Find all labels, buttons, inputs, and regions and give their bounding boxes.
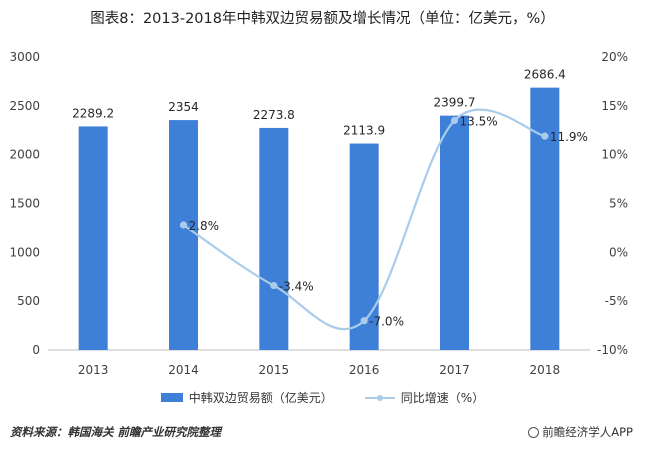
growth-value-label: 13.5% [460, 114, 498, 128]
bar-value-label: 2354 [168, 100, 199, 114]
x-tick-label: 2015 [259, 363, 290, 377]
bar-value-label: 2113.9 [343, 124, 385, 138]
growth-point [179, 221, 188, 229]
bar-value-label: 2399.7 [434, 96, 476, 110]
growth-point [360, 317, 368, 325]
growth-point [270, 281, 278, 290]
growth-line [182, 108, 546, 331]
legend-label-trade: 中韩双边贸易额（亿美元） [188, 391, 333, 405]
growth-value-label: -3.4% [279, 280, 314, 294]
bar-value-label: 2686.4 [524, 68, 566, 82]
growth-value-label: 11.9% [550, 130, 588, 144]
source-note: 资料来源：韩国海关 前瞻产业研究院整理 [10, 425, 222, 439]
y-left-tick-label: 0 [32, 343, 40, 357]
bar [349, 143, 379, 350]
y-right-tick-label: 15% [601, 99, 628, 113]
legend-label-growth: 同比增速（%） [400, 391, 485, 405]
y-right-tick-label: -10% [597, 343, 628, 357]
growth-point [450, 116, 459, 125]
bar [259, 127, 289, 350]
growth-value-label: -7.0% [369, 315, 404, 329]
y-right-tick-label: -5% [605, 294, 628, 308]
y-right-tick-label: 20% [601, 50, 628, 64]
brand-logo-icon [528, 427, 540, 438]
x-tick-label: 2016 [349, 363, 380, 377]
bar [440, 115, 469, 350]
data-labels: 2289.2 2354 2273.8 2113.9 2399.7 2686.4 2.8% -3… [72, 68, 588, 329]
brand-mark: 前瞻经济学人APP [528, 424, 633, 440]
x-tick-label: 2014 [168, 363, 199, 377]
bar-series [78, 87, 560, 350]
legend-bar-swatch [160, 393, 183, 402]
bar-value-label: 2273.8 [253, 108, 295, 122]
axes: 0 500 1000 1500 2000 2500 3000 -10% -5% 0% 5% 10% 15… [9, 50, 628, 377]
x-tick-label: 2017 [439, 363, 470, 377]
y-right-tick-label: 0% [609, 245, 628, 259]
y-left-tick-label: 1000 [9, 245, 40, 259]
legend-line-swatch [364, 393, 395, 403]
bar [169, 120, 198, 350]
legend-item-growth: 同比增速（%） [364, 389, 485, 406]
y-left-tick-label: 3000 [9, 50, 40, 64]
footer: 资料来源：韩国海关 前瞻产业研究院整理 前瞻经济学人APP [0, 420, 645, 442]
legend: 中韩双边贸易额（亿美元） 同比增速（%） [0, 389, 645, 406]
y-left-tick-label: 500 [17, 294, 40, 308]
x-tick-label: 2013 [78, 363, 109, 377]
brand-name: 前瞻经济学人APP [542, 425, 633, 439]
bar [530, 87, 560, 350]
chart-title: 图表8：2013-2018年中韩双边贸易额及增长情况（单位：亿美元，%） [90, 11, 555, 27]
y-right-tick-label: 10% [601, 148, 628, 162]
y-left-tick-label: 2000 [9, 148, 40, 162]
x-tick-label: 2018 [530, 363, 561, 377]
y-left-tick-label: 2500 [9, 99, 40, 113]
growth-value-label: 2.8% [189, 219, 220, 233]
growth-point [541, 132, 549, 140]
bar-value-label: 2289.2 [72, 106, 114, 120]
line-series [179, 108, 549, 331]
bar [78, 126, 108, 350]
legend-item-trade: 中韩双边贸易额（亿美元） [160, 389, 333, 406]
y-left-tick-label: 1500 [9, 197, 40, 211]
y-right-tick-label: 5% [609, 197, 628, 211]
